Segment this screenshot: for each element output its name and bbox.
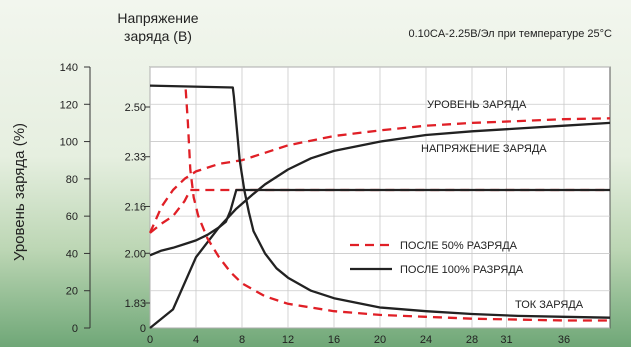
legend-label-0: ПОСЛЕ 50% РАЗРЯДА [400,240,518,252]
left-tick-label-6: 120 [60,99,78,111]
voltage-tick-label-1: 2.00 [125,248,146,260]
annotation-charge-voltage: НАПРЯЖЕНИЕ ЗАРЯДА [421,143,547,155]
x-tick-label-6: 24 [420,334,432,346]
annotation-charge-current: ТОК ЗАРЯДА [515,299,584,311]
x-tick-label-2: 8 [239,334,245,346]
voltage-origin-label: 0 [140,323,146,335]
left-tick-label-1: 20 [66,286,78,298]
voltage-tick-label-4: 2.50 [125,102,146,114]
series-line-curr50 [184,89,610,322]
x-tick-label-7: 28 [466,334,478,346]
voltage-axis-title-line1: Напряжение [117,10,198,26]
left-axis: 0 20 40 60 80 100 120 140 [60,62,91,335]
left-axis-title: Уровень заряда (%) [11,123,28,261]
series-line-level50 [148,117,611,234]
series-line-volt50 [149,188,610,234]
left-tick-label-7: 140 [60,62,78,74]
series-line-volt100 [149,188,610,257]
series-line-curr100 [149,84,611,319]
legend-label-1: ПОСЛЕ 100% РАЗРЯДА [400,264,524,276]
left-tick-label-2: 40 [66,248,78,260]
x-tick-label-0: 0 [147,334,153,346]
left-tick-label-3: 60 [66,211,78,223]
x-tick-label-9: 36 [558,334,570,346]
voltage-tick-label-0: 1.83 [125,298,146,310]
x-tick-label-4: 16 [328,334,340,346]
series-line-level100 [149,121,611,329]
legend: ПОСЛЕ 50% РАЗРЯДА ПОСЛЕ 100% РАЗРЯДА [350,240,524,276]
x-tick-label-5: 20 [374,334,386,346]
series-lines [148,84,611,329]
voltage-tick-label-3: 2.33 [125,152,146,164]
left-tick-label-4: 80 [66,174,78,186]
voltage-axis-title-line2: заряда (В) [124,28,192,44]
left-tick-label-0: 0 [72,323,78,335]
annotation-charge-level: УРОВЕНЬ ЗАРЯДА [427,99,527,111]
x-tick-label-3: 12 [282,334,294,346]
x-tick-label-1: 4 [193,334,199,346]
x-axis: 0 4 8 12 16 20 24 28 31 36 [147,334,570,346]
voltage-axis: 1.83 2.00 2.16 2.33 2.50 0 [125,102,150,335]
left-tick-label-5: 100 [60,137,78,149]
voltage-tick-label-2: 2.16 [125,201,146,213]
grid [149,66,610,329]
chart-subtitle: 0.10CA-2.25В/Эл при температуре 25°C [408,28,612,40]
x-tick-label-8: 31 [500,334,512,346]
